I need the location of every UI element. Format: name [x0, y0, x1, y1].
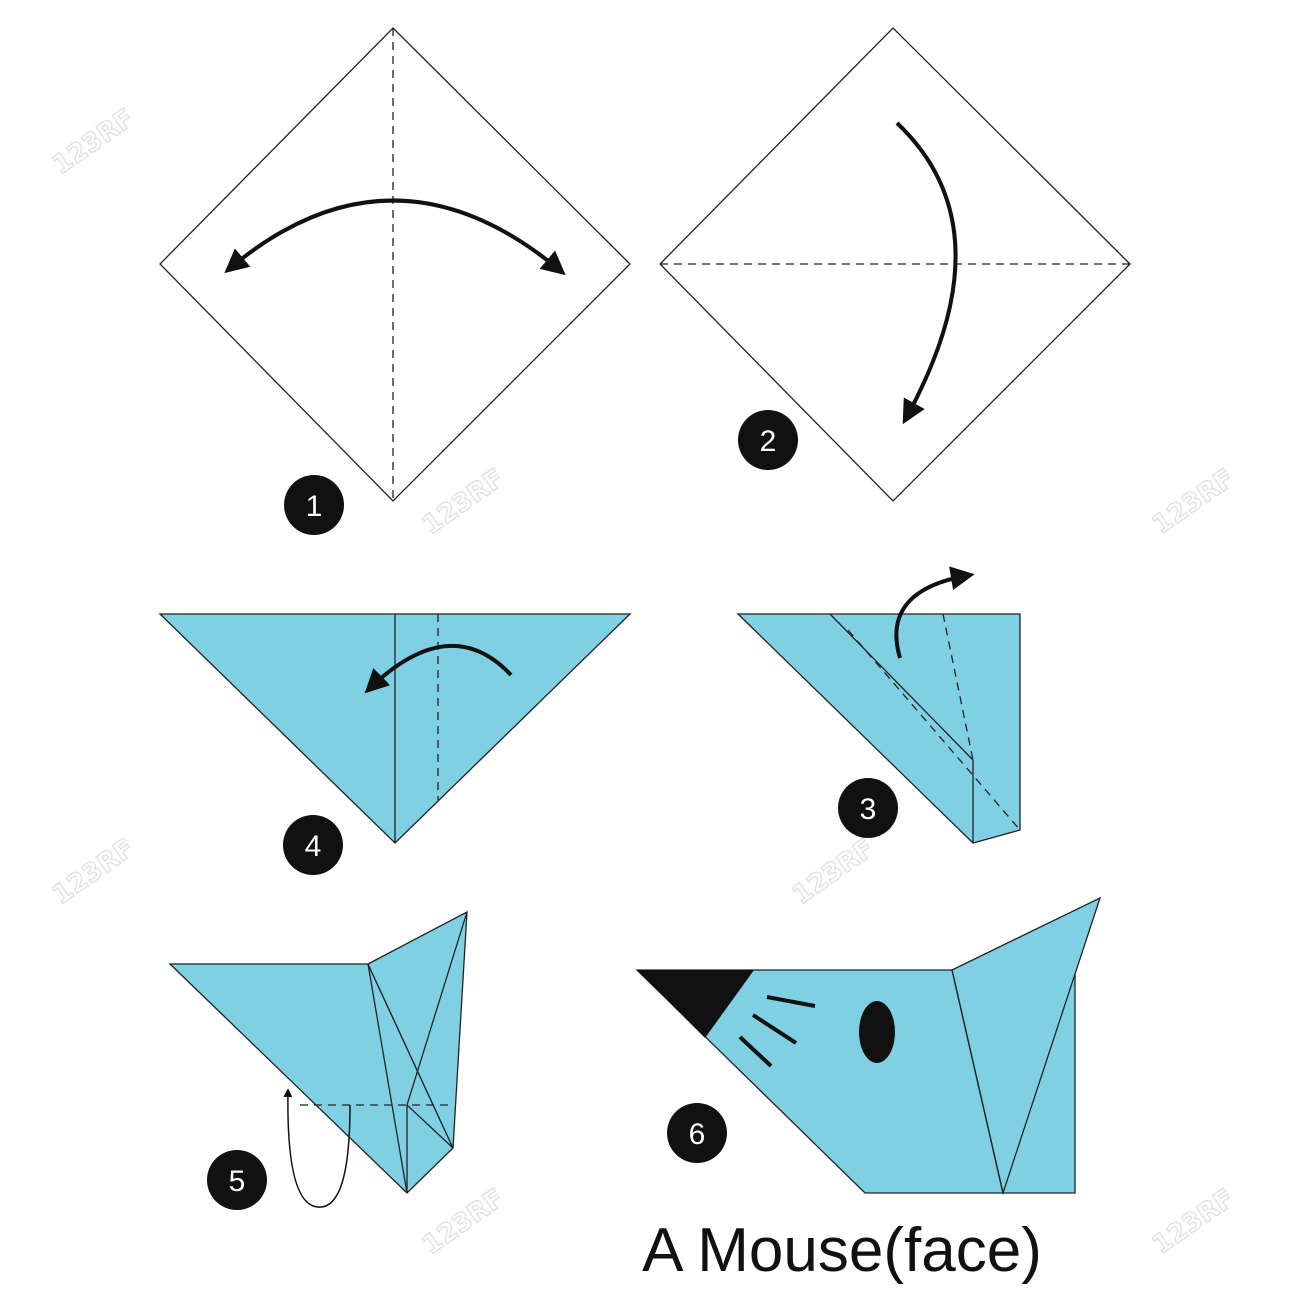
- step-number: 6: [689, 1118, 706, 1151]
- paper-ear: [367, 910, 468, 1149]
- paper-shape: [736, 613, 1021, 844]
- paper-square: [159, 27, 631, 502]
- watermark-text: 123RF: [47, 833, 140, 910]
- step-4-diagram: 4: [158, 613, 632, 875]
- step-3-diagram: 3: [736, 566, 1021, 844]
- mouse-whisker: [751, 1013, 798, 1045]
- valley-fold-line: [942, 613, 974, 761]
- step-1-badge: 1: [284, 475, 344, 535]
- step-6-badge: 6: [667, 1103, 727, 1163]
- watermark-text: 123RF: [417, 1183, 510, 1260]
- step-5-diagram: 5: [168, 910, 468, 1210]
- step-3-badge: 3: [838, 778, 898, 838]
- mouse-nose: [637, 970, 754, 1038]
- step-number: 5: [229, 1165, 246, 1198]
- step-4-badge: 4: [283, 815, 343, 875]
- mouse-whisker: [766, 995, 816, 1008]
- step-number: 2: [760, 425, 777, 458]
- watermark-text: 123RF: [1147, 463, 1240, 540]
- paper-square: [659, 27, 1131, 502]
- mouse-eye: [859, 1001, 895, 1063]
- fold-arrow: [895, 121, 958, 425]
- crease-line: [406, 911, 468, 1106]
- step-1-diagram: 1: [159, 27, 631, 535]
- crease-line: [367, 963, 408, 1194]
- step-2-diagram: 2: [659, 27, 1131, 502]
- watermark-text: 123RF: [787, 833, 880, 910]
- crease-line: [829, 613, 974, 761]
- step-5-badge: 5: [207, 1150, 267, 1210]
- step-6-diagram: 6: [635, 896, 1102, 1196]
- valley-fold-line: [847, 629, 1021, 831]
- crease-line: [951, 969, 1004, 1194]
- fold-arrow: [364, 643, 513, 694]
- step-2-badge: 2: [738, 410, 798, 470]
- fold-arrow: [224, 198, 566, 276]
- fold-arrow: [283, 1088, 351, 1208]
- watermark-text: 123RF: [417, 463, 510, 540]
- watermark-text: 123RF: [47, 103, 140, 180]
- mouse-whisker: [738, 1035, 773, 1068]
- diagram-title: A Mouse(face): [642, 1216, 1042, 1285]
- fold-arrow: [894, 566, 975, 659]
- step-number: 3: [860, 793, 877, 826]
- step-number: 1: [306, 490, 323, 523]
- step-number: 4: [305, 830, 322, 863]
- watermark-text: 123RF: [1147, 1183, 1240, 1260]
- crease-line: [406, 1104, 454, 1149]
